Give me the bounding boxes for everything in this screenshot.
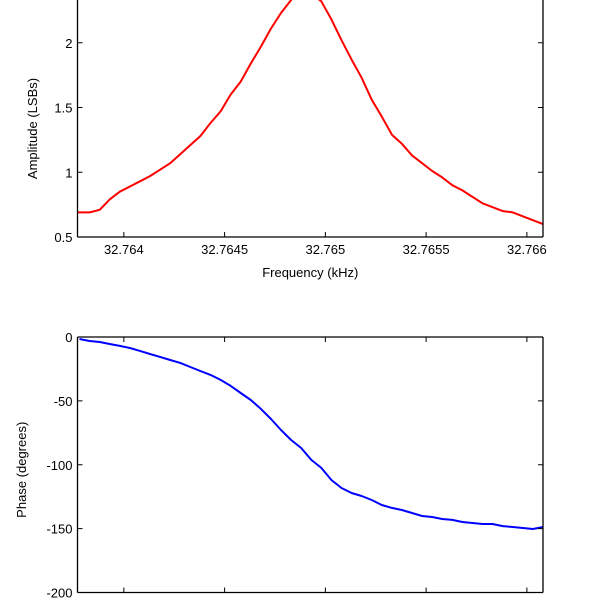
- y-tick-label: 0: [65, 330, 72, 345]
- y-tick-label: 1: [65, 165, 72, 180]
- phase-plot: 0 -50 -100 -150 -200 Phase (degrees): [14, 330, 544, 600]
- x-tick-label: 32.766: [507, 242, 547, 257]
- y-tick-label: 0.5: [54, 230, 72, 245]
- phase-series-line: [79, 338, 544, 530]
- amplitude-plot: 32.764 32.7645 32.765 32.7655 32.766 0.5 1 1.5 2…: [25, 0, 547, 280]
- amplitude-series-line: [77, 0, 544, 226]
- x-tick-label: 32.7655: [403, 242, 450, 257]
- y-tick-label: 2: [65, 36, 72, 51]
- y-axis-label: Phase (degrees): [14, 422, 29, 518]
- x-tick-label: 32.765: [305, 242, 345, 257]
- y-tick-label: -150: [46, 522, 72, 537]
- x-tick-label: 32.7645: [201, 242, 248, 257]
- y-tick-label: -200: [46, 586, 72, 600]
- y-tick-label: -50: [54, 394, 73, 409]
- x-axis-label: Frequency (kHz): [262, 265, 358, 280]
- y-tick-label: -100: [46, 458, 72, 473]
- y-axis-label: Amplitude (LSBs): [25, 78, 40, 179]
- y-tick-label: 1.5: [54, 101, 72, 116]
- x-tick-label: 32.764: [104, 242, 144, 257]
